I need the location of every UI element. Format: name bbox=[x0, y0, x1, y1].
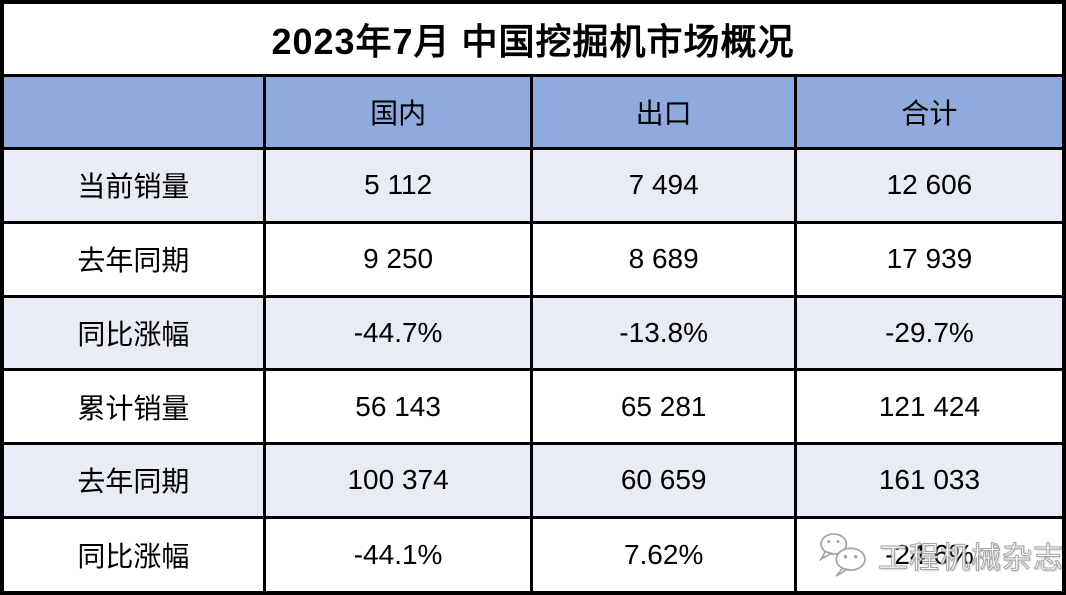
cell-value: -24.6% bbox=[793, 515, 1064, 593]
market-table: 国内 出口 合计 当前销量 5 112 7 494 12 606 去年同期 9 … bbox=[2, 75, 1064, 593]
cell-value: 7.62% bbox=[530, 515, 797, 593]
cell-value: -29.7% bbox=[793, 294, 1064, 372]
header-row: 国内 出口 合计 bbox=[2, 75, 1064, 150]
cell-value: -13.8% bbox=[530, 294, 797, 372]
row-label: 当前销量 bbox=[2, 147, 266, 224]
table-row-cumulative-yoy-change: 同比涨幅 -44.1% 7.62% -24.6% bbox=[2, 515, 1064, 593]
cell-value: 56 143 bbox=[262, 368, 534, 445]
header-cell-domestic: 国内 bbox=[262, 75, 534, 150]
row-label: 去年同期 bbox=[2, 442, 266, 519]
header-cell-blank bbox=[2, 75, 266, 150]
table-row-last-year-cumulative: 去年同期 100 374 60 659 161 033 bbox=[2, 442, 1064, 519]
cell-value: 12 606 bbox=[793, 147, 1064, 224]
row-label: 去年同期 bbox=[2, 220, 266, 298]
table-row-current-sales: 当前销量 5 112 7 494 12 606 bbox=[2, 147, 1064, 224]
row-label: 同比涨幅 bbox=[2, 294, 266, 372]
cell-value: 5 112 bbox=[262, 147, 534, 224]
row-label: 累计销量 bbox=[2, 368, 266, 445]
cell-value: 161 033 bbox=[793, 442, 1064, 519]
table-row-last-year-same-period: 去年同期 9 250 8 689 17 939 bbox=[2, 220, 1064, 298]
cell-value: -44.1% bbox=[262, 515, 534, 593]
cell-value: 8 689 bbox=[530, 220, 797, 298]
cell-value: 7 494 bbox=[530, 147, 797, 224]
page-title: 2023年7月 中国挖掘机市场概况 bbox=[4, 4, 1062, 77]
header-cell-export: 出口 bbox=[530, 75, 797, 150]
cell-value: 65 281 bbox=[530, 368, 797, 445]
header-cell-total: 合计 bbox=[793, 75, 1064, 150]
cell-value: 17 939 bbox=[793, 220, 1064, 298]
table-row-cumulative-sales: 累计销量 56 143 65 281 121 424 bbox=[2, 368, 1064, 445]
row-label: 同比涨幅 bbox=[2, 515, 266, 593]
cell-value: 121 424 bbox=[793, 368, 1064, 445]
cell-value: 100 374 bbox=[262, 442, 534, 519]
table-row-yoy-change: 同比涨幅 -44.7% -13.8% -29.7% bbox=[2, 294, 1064, 372]
cell-value: -44.7% bbox=[262, 294, 534, 372]
cell-value: 60 659 bbox=[530, 442, 797, 519]
cell-value: 9 250 bbox=[262, 220, 534, 298]
